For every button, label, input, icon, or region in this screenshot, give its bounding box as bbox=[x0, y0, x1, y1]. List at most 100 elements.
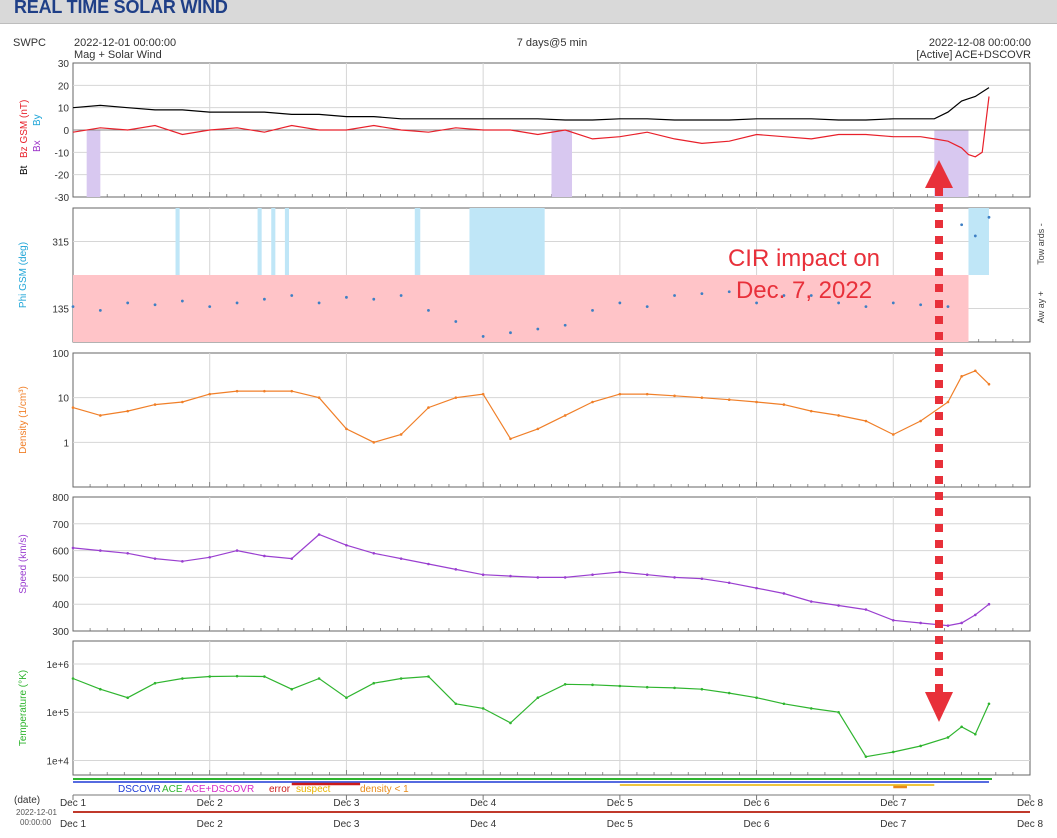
temperature-point bbox=[208, 675, 212, 678]
temperature-point bbox=[399, 677, 403, 680]
end-time: 2022-12-08 00:00:00 bbox=[929, 37, 1031, 49]
phi-point bbox=[563, 323, 567, 327]
panel-3: 100 10 1 Density (1/cm³) bbox=[18, 349, 1031, 488]
legend-item: error bbox=[269, 784, 291, 795]
panel-1: 30 20 10 0 -10 -20 -30 Bt Bz GSM (nT) Bx By bbox=[19, 59, 1031, 204]
series-line-bt bbox=[72, 87, 990, 121]
x-tick-label: Dec 8 bbox=[1017, 798, 1044, 809]
panel-frame bbox=[72, 352, 1031, 488]
temperature-point bbox=[481, 707, 485, 710]
y-tick-label: -10 bbox=[55, 148, 70, 159]
time-span: 7 days@5 min bbox=[517, 37, 587, 49]
phi-point bbox=[481, 335, 485, 338]
density-point bbox=[919, 419, 922, 423]
speed-point bbox=[987, 602, 991, 606]
density-point bbox=[263, 389, 266, 393]
ylabel-bx: Bx bbox=[32, 140, 43, 152]
ylabel-phi: Phi GSM (deg) bbox=[18, 242, 29, 308]
side-label-towards: Tow ards - bbox=[1036, 223, 1046, 265]
legend-item: density < 1 bbox=[360, 784, 409, 795]
x-tick-label: Dec 1 bbox=[60, 798, 87, 809]
phi-toward-band bbox=[414, 208, 421, 275]
temperature-point bbox=[837, 710, 840, 714]
phi-point bbox=[987, 215, 991, 219]
temperature-point bbox=[235, 674, 239, 678]
density-point bbox=[235, 389, 239, 393]
speed-point bbox=[591, 573, 594, 577]
speed-point bbox=[755, 586, 758, 590]
phi-point bbox=[98, 308, 102, 312]
temperature-point bbox=[563, 682, 567, 686]
speed-point bbox=[645, 573, 649, 577]
temperature-point bbox=[317, 677, 321, 680]
phi-point bbox=[727, 290, 731, 294]
temperature-point bbox=[263, 675, 266, 678]
phi-toward-band bbox=[271, 208, 276, 275]
speed-point bbox=[974, 613, 977, 617]
speed-point bbox=[427, 562, 430, 566]
temperature-point bbox=[673, 686, 676, 690]
speed-point bbox=[153, 557, 157, 560]
speed-point bbox=[181, 560, 184, 563]
page-title: REAL TIME SOLAR WIND bbox=[14, 0, 228, 17]
y-tick-label: -30 bbox=[55, 193, 70, 204]
density-point bbox=[987, 382, 991, 386]
temperature-point bbox=[290, 687, 294, 691]
phi-point bbox=[973, 234, 977, 238]
density-point bbox=[673, 394, 676, 398]
density-point bbox=[509, 437, 512, 441]
phi-point bbox=[809, 294, 813, 297]
panel-5: 1e+6 1e+5 1e+4 Temperature (°K) bbox=[18, 640, 1031, 776]
panel-4: 800 700 600 500 400 300 Speed (km/s) bbox=[18, 493, 1031, 638]
y-tick-label: 400 bbox=[52, 600, 69, 611]
side-label-away: Aw ay + bbox=[1036, 291, 1046, 323]
phi-toward-band bbox=[175, 208, 180, 275]
x-tick-label: Dec 7 bbox=[880, 798, 907, 809]
density-point bbox=[809, 409, 813, 413]
temperature-point bbox=[536, 696, 540, 700]
density-point bbox=[974, 369, 977, 373]
speed-point bbox=[536, 576, 540, 579]
density-point bbox=[399, 433, 403, 436]
speed-point bbox=[946, 624, 950, 627]
phi-point bbox=[180, 299, 184, 303]
phi-toward-band bbox=[469, 208, 545, 275]
y-tick-label: 10 bbox=[58, 104, 70, 115]
temperature-point bbox=[919, 744, 922, 748]
phi-away-band bbox=[73, 275, 969, 342]
speed-point bbox=[71, 546, 75, 550]
speed-point bbox=[727, 581, 731, 585]
density-point bbox=[536, 427, 540, 431]
speed-point bbox=[960, 621, 963, 625]
panel-frame bbox=[72, 496, 1031, 632]
density-point bbox=[946, 400, 950, 404]
phi-point bbox=[153, 303, 157, 307]
temperature-point bbox=[591, 683, 594, 687]
density-point bbox=[755, 400, 758, 404]
phi-point bbox=[208, 305, 212, 309]
temperature-point bbox=[960, 725, 963, 729]
speed-point bbox=[837, 604, 840, 607]
phi-point bbox=[317, 301, 321, 305]
southward-shade bbox=[86, 130, 101, 197]
temperature-point bbox=[427, 675, 430, 678]
phi-point bbox=[290, 294, 294, 297]
ylabel-by: By bbox=[32, 114, 43, 126]
speed-point bbox=[454, 568, 458, 571]
x-axis: Dec 1 Dec 1 Dec 2 Dec 2 Dec 3 Dec 3 Dec 4 Dec 4… bbox=[60, 778, 1044, 830]
density-point bbox=[126, 409, 129, 413]
phi-point bbox=[946, 305, 950, 309]
x-tick-label-lower: Dec 1 bbox=[60, 819, 87, 830]
phi-point bbox=[700, 292, 704, 296]
density-point bbox=[563, 414, 567, 417]
y-tick-label: 10 bbox=[58, 394, 70, 405]
phi-point bbox=[755, 301, 758, 305]
y-tick-label: 20 bbox=[58, 81, 70, 92]
density-point bbox=[345, 427, 348, 431]
y-tick-label: 315 bbox=[52, 238, 69, 249]
density-point bbox=[153, 403, 157, 406]
phi-point bbox=[919, 303, 923, 307]
x-tick-label: Dec 3 bbox=[333, 798, 360, 809]
temperature-point bbox=[809, 707, 813, 710]
